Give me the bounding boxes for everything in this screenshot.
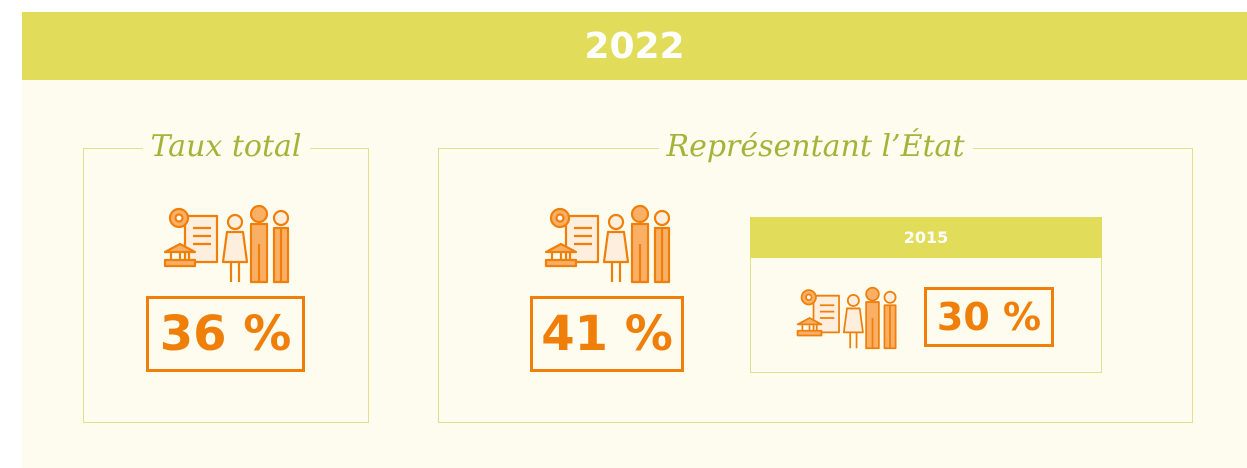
- panel-title: Taux total: [142, 129, 310, 164]
- value: 36 %: [146, 296, 305, 372]
- inset-title: 2015: [750, 217, 1102, 258]
- icon: [796, 286, 897, 350]
- inset-value: 30 %: [924, 287, 1054, 347]
- icon: [163, 204, 290, 284]
- panel: Taux total: [83, 129, 369, 423]
- icon: [544, 204, 671, 284]
- panel-title-wrap: Représentant l’État: [439, 129, 1192, 169]
- panel-title: Représentant l’État: [658, 129, 973, 164]
- panel-title-wrap: Taux total: [84, 129, 368, 169]
- year-header: 2022: [22, 12, 1247, 80]
- panel: Représentant l’État: [438, 129, 1193, 423]
- value: 41 %: [530, 296, 684, 372]
